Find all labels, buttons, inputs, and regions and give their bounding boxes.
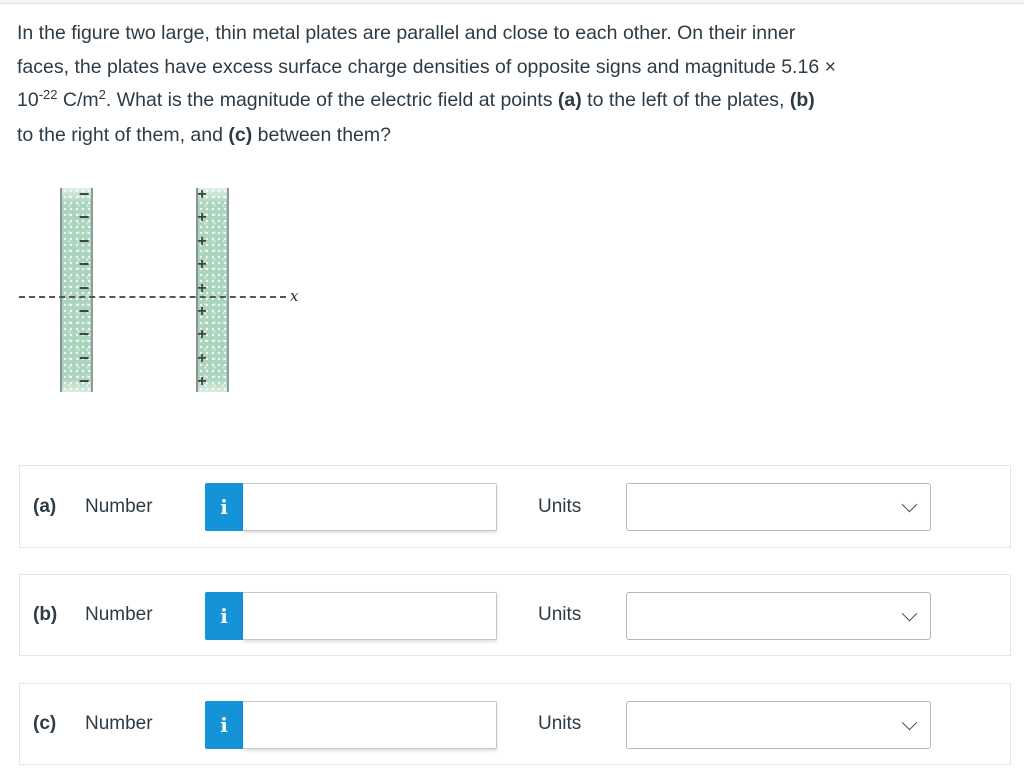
right-plate: [196, 188, 229, 392]
number-label: Number: [85, 495, 153, 517]
info-button[interactable]: i: [205, 483, 243, 531]
units-select[interactable]: [626, 483, 931, 531]
info-button[interactable]: i: [205, 701, 243, 749]
units-label: Units: [538, 713, 582, 734]
number-input[interactable]: [243, 592, 497, 640]
units-select[interactable]: [626, 592, 931, 640]
chevron-down-icon: [901, 496, 918, 513]
number-label: Number: [85, 713, 153, 734]
answer-row-b: (b) Number i Units: [19, 574, 1011, 656]
x-axis-label: x: [290, 287, 299, 305]
question-text: In the figure two large, thin metal plat…: [17, 22, 836, 146]
number-input-group: i: [205, 592, 497, 640]
answer-row-c: (c) Number i Units: [19, 683, 1011, 765]
units-label: Units: [538, 495, 582, 517]
plus-charges: + + + + + + + + +: [197, 186, 207, 390]
left-plate: [60, 188, 93, 392]
answer-row-a: (a) Number i Units: [19, 465, 1011, 548]
chevron-down-icon: [901, 605, 918, 622]
minus-charges: − − − − − − − − −: [78, 184, 90, 391]
number-input[interactable]: [243, 701, 497, 749]
part-label: (a): [33, 495, 57, 517]
number-input-group: i: [205, 701, 497, 749]
top-divider: [0, 0, 1024, 4]
number-input-group: i: [205, 483, 497, 531]
units-select[interactable]: [626, 701, 931, 749]
part-label: (c): [33, 713, 57, 734]
x-axis: [19, 296, 286, 298]
chevron-down-icon: [901, 714, 918, 731]
part-label: (b): [33, 604, 58, 625]
units-label: Units: [538, 604, 582, 625]
number-input[interactable]: [243, 483, 497, 531]
info-button[interactable]: i: [205, 592, 243, 640]
number-label: Number: [85, 604, 153, 625]
